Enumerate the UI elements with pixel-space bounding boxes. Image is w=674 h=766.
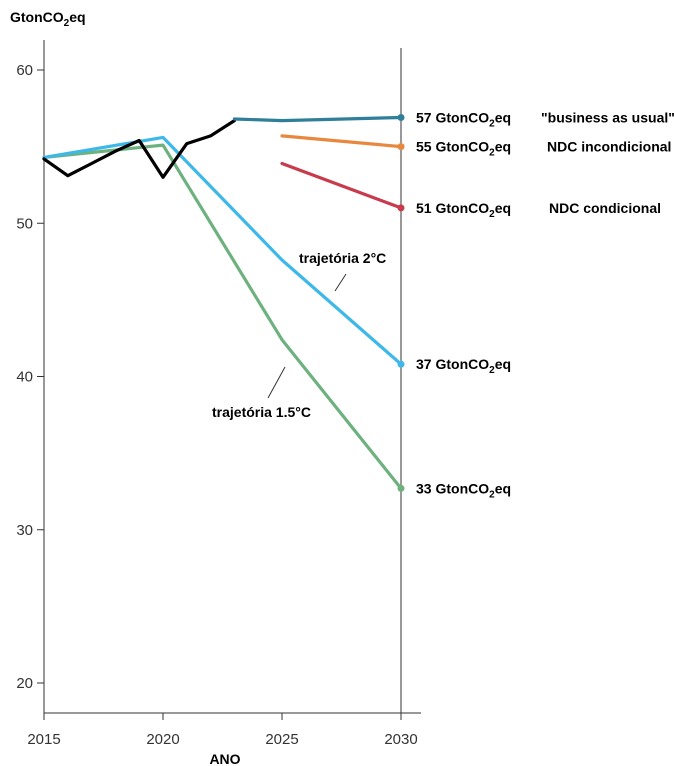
x-tick-label: 2025 xyxy=(265,731,298,748)
end-labels: 57 GtonCO2eq "business as usual" 55 GtonCO… xyxy=(212,110,674,501)
series-line-bau xyxy=(232,115,403,123)
x-tick-label: 2015 xyxy=(27,731,60,748)
y-tick-label: 30 xyxy=(16,522,33,539)
end-label-ndc_uncond: 55 GtonCO2eq xyxy=(416,139,511,159)
end-tag-ndc_cond: NDC condicional xyxy=(549,200,661,216)
series-lines xyxy=(42,114,405,492)
y-axis-title: GtonCO2eq xyxy=(10,9,86,29)
y-tick-label: 40 xyxy=(16,369,33,386)
y-tick-label: 60 xyxy=(16,62,33,79)
end-tag-bau: "business as usual" xyxy=(541,110,674,126)
x-axis-title: ANO xyxy=(209,751,240,766)
end-label-ndc_cond: 51 GtonCO2eq xyxy=(416,200,511,220)
series-line-ndc_uncond xyxy=(280,134,403,149)
x-tick-label: 2030 xyxy=(384,731,417,748)
annotation-traj_2c: trajetória 2°C xyxy=(299,250,386,266)
end-point-ndc_uncond xyxy=(397,143,405,151)
series-line-ndc_cond xyxy=(280,161,403,210)
y-tick-label: 20 xyxy=(16,675,33,692)
end-tag-ndc_uncond: NDC incondicional xyxy=(547,139,671,155)
end-point-ndc_cond xyxy=(397,204,405,212)
end-point-traj_2c xyxy=(397,360,405,368)
x-tick-label: 2020 xyxy=(146,731,179,748)
series-line-traj_2c xyxy=(42,135,403,366)
series-line-traj_15c xyxy=(42,143,403,490)
annotation-leader-traj_15c xyxy=(267,366,286,399)
series-line-history xyxy=(42,118,236,179)
end-label-traj_2c: 37 GtonCO2eq xyxy=(416,356,511,376)
end-point-bau xyxy=(397,114,405,122)
end-label-traj_15c: 33 GtonCO2eq xyxy=(416,480,511,500)
y-tick-label: 50 xyxy=(16,215,33,232)
end-point-traj_15c xyxy=(397,484,405,492)
annotation-traj_15c: trajetória 1.5°C xyxy=(212,404,311,420)
end-label-bau: 57 GtonCO2eq xyxy=(416,110,511,130)
annotation-leader-traj_2c xyxy=(334,273,347,292)
